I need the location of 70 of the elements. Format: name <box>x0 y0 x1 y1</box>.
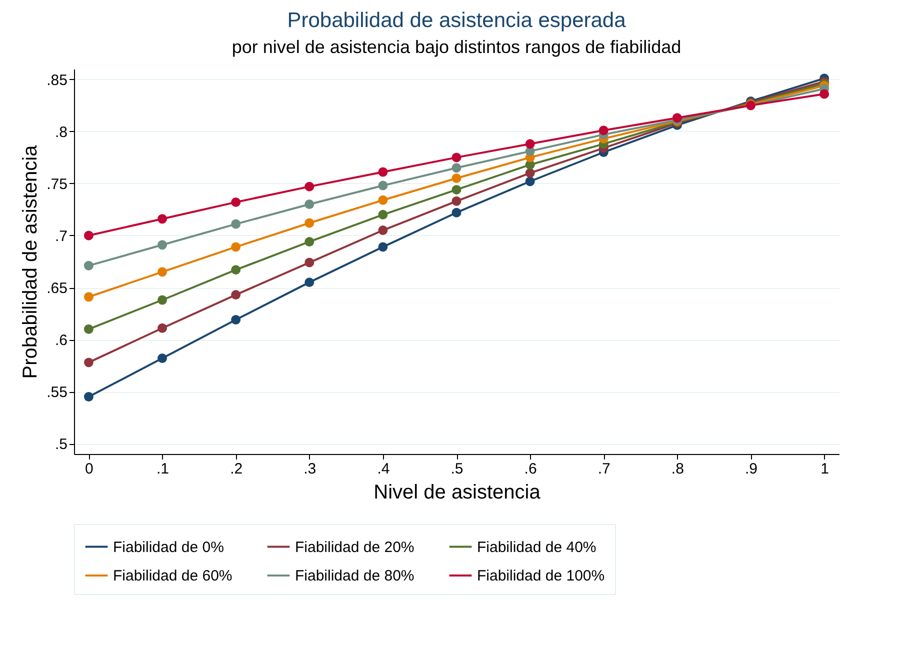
point <box>231 242 241 252</box>
x-axis-title: Nivel de asistencia <box>374 482 542 504</box>
legend-label: Fiabilidad de 100% <box>477 568 605 584</box>
y-tick-label: .5 <box>54 436 68 454</box>
x-tick-label: 1 <box>820 460 829 478</box>
point <box>452 163 462 173</box>
point <box>304 182 314 192</box>
point <box>598 126 608 136</box>
point <box>452 184 462 194</box>
point <box>378 226 388 236</box>
point <box>525 139 535 149</box>
y-tick-label: .8 <box>54 124 68 141</box>
point <box>452 152 462 162</box>
x-tick-label: .7 <box>598 460 610 478</box>
chart-subtitle: por nivel de asistencia bajo distintos rangos de fiabilidad <box>232 37 682 57</box>
x-tick-label: .1 <box>156 460 170 478</box>
point <box>158 240 168 250</box>
y-tick-label: .65 <box>46 280 68 298</box>
point <box>525 168 535 178</box>
point <box>158 295 168 305</box>
point <box>304 218 314 228</box>
legend-label: Fiabilidad de 0% <box>113 538 224 556</box>
point <box>304 236 314 246</box>
chart-title: Probabilidad de asistencia esperada <box>287 9 626 32</box>
point <box>158 267 168 277</box>
x-tick-label: .6 <box>524 460 537 478</box>
point <box>231 315 241 325</box>
point <box>820 89 830 99</box>
x-tick-label: .2 <box>230 460 243 478</box>
y-axis-title: Probabilidad de asistencia <box>20 144 42 379</box>
point <box>525 176 535 186</box>
x-tick-label: .9 <box>744 460 758 478</box>
legend-label: Fiabilidad de 80% <box>295 568 414 584</box>
point <box>231 197 241 207</box>
point <box>231 290 241 300</box>
point <box>452 196 462 206</box>
point <box>84 230 94 240</box>
legend-label: Fiabilidad de 60% <box>113 568 232 584</box>
point <box>378 167 388 177</box>
y-tick-label: .85 <box>46 72 68 89</box>
point <box>304 200 314 210</box>
point <box>158 214 168 224</box>
point <box>231 265 241 275</box>
point <box>378 195 388 205</box>
point <box>84 392 94 402</box>
point <box>84 358 94 368</box>
y-tick-label: .55 <box>46 384 68 402</box>
point <box>378 242 388 252</box>
y-tick-label: .75 <box>46 176 68 193</box>
point <box>452 208 462 218</box>
point <box>304 258 314 268</box>
point <box>84 292 94 302</box>
point <box>158 323 168 333</box>
point <box>231 219 241 229</box>
x-tick-label: .3 <box>304 460 316 478</box>
x-tick-label: 0 <box>85 460 94 478</box>
point <box>378 210 388 220</box>
legend-label: Fiabilidad de 40% <box>477 538 596 556</box>
x-tick-label: .8 <box>671 460 684 478</box>
point <box>84 260 94 270</box>
point <box>304 278 314 288</box>
point <box>84 324 94 334</box>
y-tick-label: .6 <box>54 332 68 350</box>
x-tick-label: .4 <box>377 460 390 478</box>
point <box>158 354 168 364</box>
x-tick-label: .5 <box>450 460 464 478</box>
y-tick-label: .7 <box>54 228 68 245</box>
point <box>452 174 462 183</box>
point <box>378 180 388 190</box>
legend-label: Fiabilidad de 20% <box>295 538 414 556</box>
